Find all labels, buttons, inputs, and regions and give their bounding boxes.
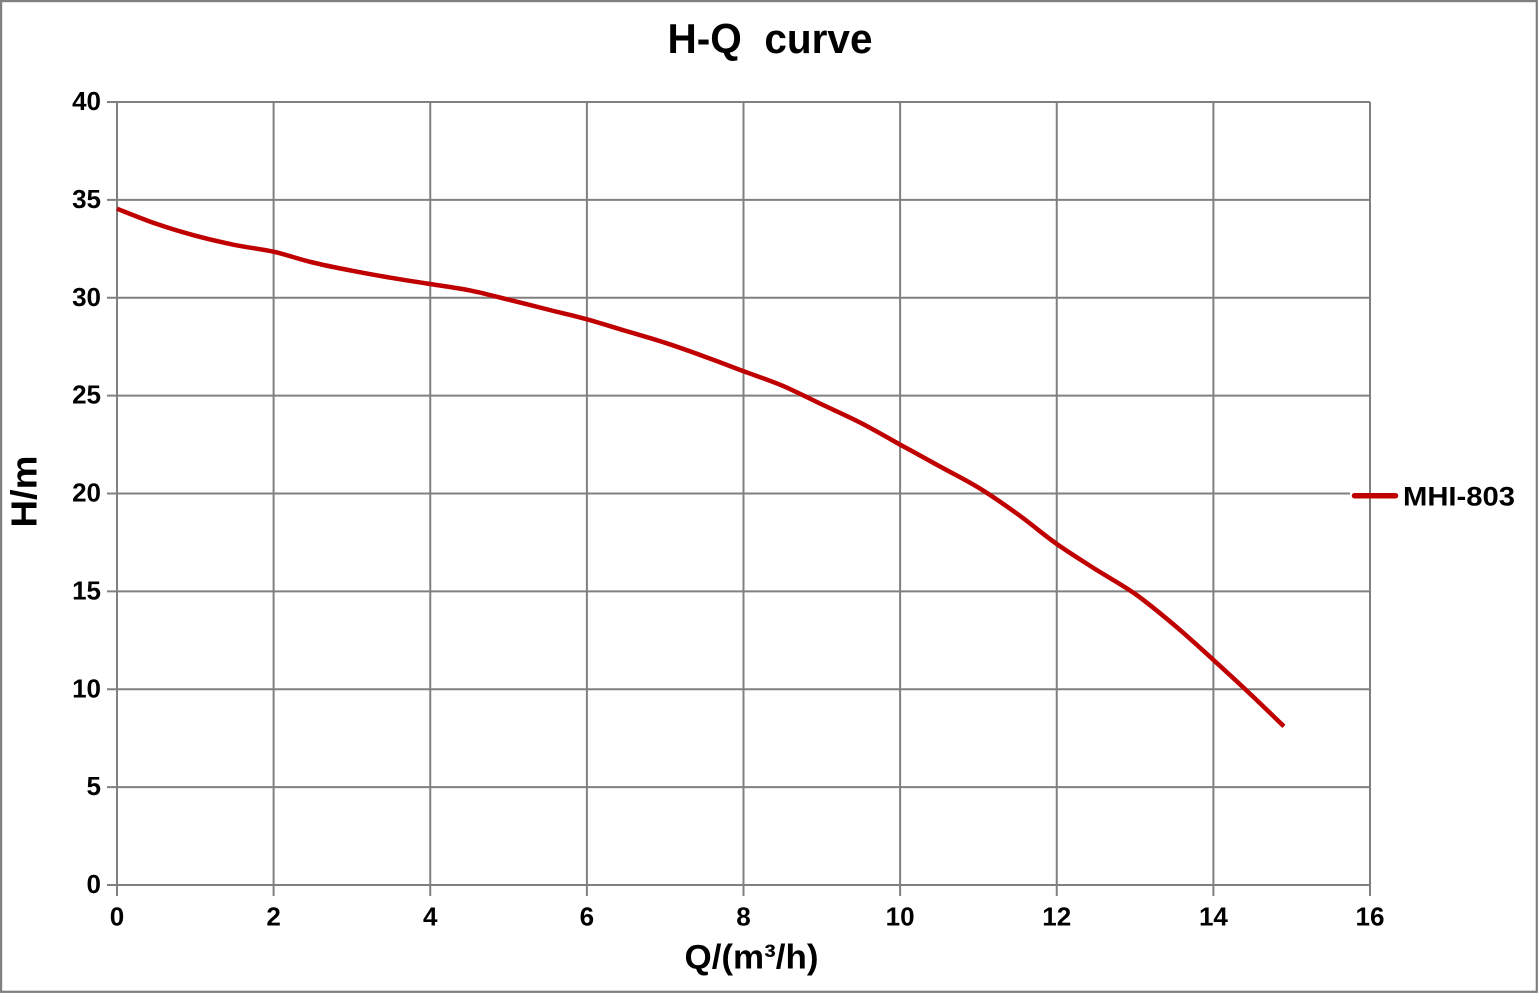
svg-text:6: 6 [580,901,594,931]
svg-text:25: 25 [72,380,101,410]
svg-text:12: 12 [1042,901,1071,931]
svg-text:40: 40 [72,86,101,116]
svg-text:0: 0 [110,901,124,931]
svg-text:10: 10 [72,673,101,703]
svg-text:0: 0 [87,869,101,899]
svg-text:10: 10 [886,901,915,931]
svg-text:H/m: H/m [4,456,45,528]
svg-text:5: 5 [87,771,101,801]
svg-text:H-Q curve: H-Q curve [668,15,873,62]
svg-text:15: 15 [72,575,101,605]
svg-text:16: 16 [1356,901,1385,931]
svg-text:14: 14 [1199,901,1228,931]
svg-text:2: 2 [266,901,280,931]
svg-text:35: 35 [72,184,101,214]
svg-text:8: 8 [736,901,750,931]
svg-text:30: 30 [72,282,101,312]
svg-text:Q/(m³/h): Q/(m³/h) [685,939,819,977]
svg-text:MHI-803: MHI-803 [1403,482,1515,512]
svg-text:4: 4 [423,901,438,931]
svg-text:20: 20 [72,478,101,508]
